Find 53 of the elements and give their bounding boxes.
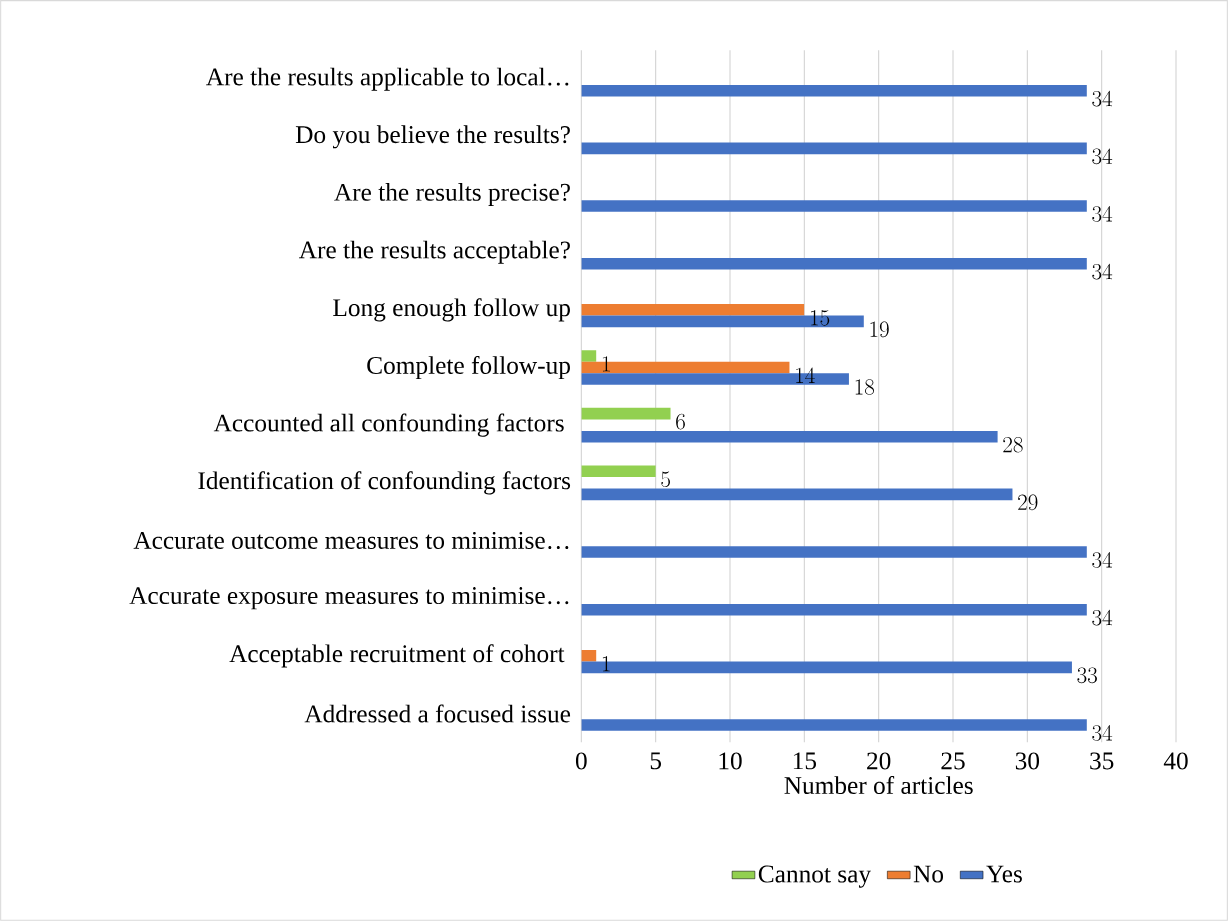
x-tick-label: 20 bbox=[867, 752, 891, 770]
data-label: 33 bbox=[1077, 667, 1097, 684]
y-tick-label: Accounted all confounding factors bbox=[213, 413, 564, 437]
data-label: 29 bbox=[1018, 494, 1038, 511]
bar bbox=[581, 430, 998, 443]
x-tick-label: 30 bbox=[1015, 752, 1040, 770]
bar bbox=[581, 84, 1087, 97]
data-label: 34 bbox=[1092, 609, 1113, 626]
x-axis-title: Number of articles bbox=[784, 775, 973, 795]
bar bbox=[581, 719, 1087, 731]
data-label: 18 bbox=[855, 379, 874, 395]
y-tick-label: Acceptable recruitment of cohort bbox=[229, 644, 565, 668]
data-label: 28 bbox=[1003, 436, 1023, 453]
bar bbox=[581, 603, 1087, 616]
bar bbox=[581, 200, 1087, 212]
data-label: 5 bbox=[661, 471, 670, 488]
bar bbox=[581, 304, 805, 316]
x-tick-label: 5 bbox=[650, 752, 661, 770]
data-label: 34 bbox=[1092, 725, 1113, 741]
legend-label: Cannot say bbox=[758, 865, 871, 888]
data-label: 34 bbox=[1092, 263, 1113, 280]
y-tick-label: Are the results precise? bbox=[334, 183, 570, 206]
y-tick-label: Addressed a focused issue bbox=[304, 704, 571, 723]
y-tick-label: Accurate exposure measures to minimise… bbox=[129, 587, 569, 610]
legend-label: Yes bbox=[986, 865, 1022, 883]
bar bbox=[581, 257, 1087, 270]
bar bbox=[581, 546, 1087, 558]
y-tick-label: Complete follow-up bbox=[367, 355, 570, 380]
legend-label: No bbox=[913, 865, 944, 883]
x-tick-label: 10 bbox=[719, 752, 742, 770]
data-label: 34 bbox=[1092, 552, 1113, 568]
data-label: 6 bbox=[676, 413, 685, 430]
x-tick-label: 40 bbox=[1163, 752, 1188, 770]
y-tick-label: Long enough follow up bbox=[333, 298, 570, 322]
bar bbox=[581, 650, 597, 662]
y-tick-label: Are the results acceptable? bbox=[298, 240, 570, 264]
x-tick-label: 35 bbox=[1090, 752, 1114, 770]
bar bbox=[581, 350, 597, 362]
x-tick-label: 15 bbox=[793, 752, 816, 770]
data-label: 34 bbox=[1092, 206, 1113, 222]
x-tick-label: 0 bbox=[575, 752, 587, 770]
bar bbox=[581, 488, 1013, 501]
y-tick-label: Are the results applicable to local… bbox=[206, 67, 569, 91]
y-tick-label: Accurate outcome measures to minimise… bbox=[133, 531, 569, 550]
bar bbox=[581, 465, 656, 478]
bar bbox=[581, 142, 1087, 155]
data-label: 34 bbox=[1092, 90, 1113, 107]
y-tick-label: Identification of confounding factors bbox=[198, 471, 571, 495]
y-tick-label: Do you believe the results? bbox=[295, 125, 570, 149]
data-label: 19 bbox=[870, 321, 889, 338]
data-label: 34 bbox=[1092, 148, 1113, 165]
bar bbox=[581, 407, 671, 420]
x-tick-label: 25 bbox=[941, 752, 965, 770]
